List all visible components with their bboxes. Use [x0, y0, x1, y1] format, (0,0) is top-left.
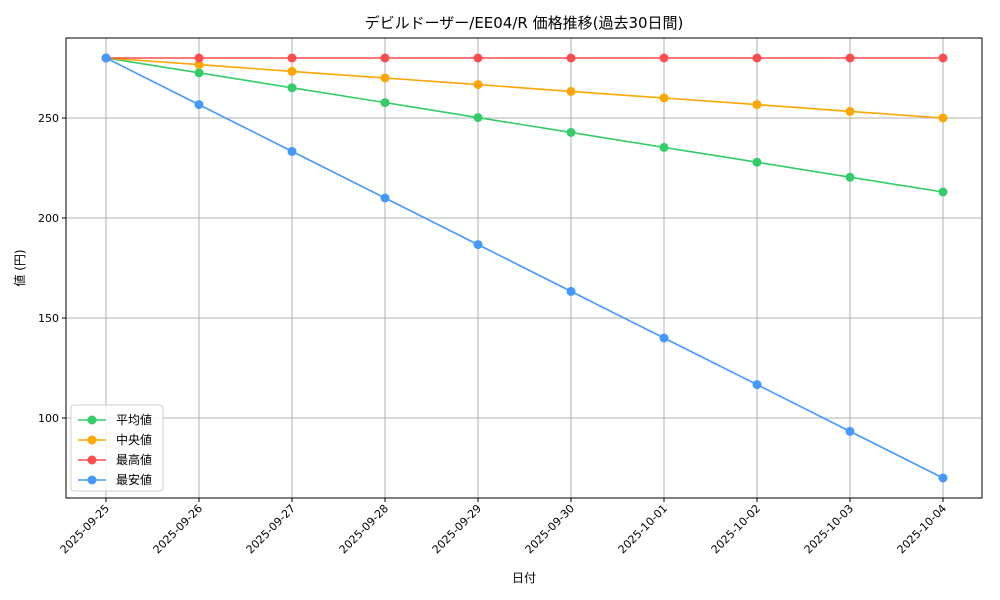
series-line	[105, 57, 944, 479]
data-point	[752, 380, 762, 390]
data-point	[938, 187, 948, 197]
y-tick-label: 250	[38, 112, 59, 125]
data-point	[566, 127, 576, 137]
legend-label: 最安値	[116, 472, 152, 487]
data-point	[287, 146, 297, 156]
y-tick-label: 150	[38, 312, 59, 325]
data-point	[938, 53, 948, 63]
data-point	[659, 142, 669, 152]
legend-label: 最高値	[116, 452, 152, 467]
data-point	[194, 68, 204, 78]
data-point	[845, 426, 855, 436]
data-point	[287, 53, 297, 63]
legend-swatch-marker	[87, 455, 97, 465]
data-point	[473, 240, 483, 250]
data-point	[752, 100, 762, 110]
legend-label: 平均値	[116, 412, 152, 427]
y-axis-title: 値 (円)	[12, 249, 27, 286]
legend-swatch-marker	[87, 415, 97, 425]
data-point	[194, 60, 204, 70]
data-point	[473, 113, 483, 123]
data-point	[194, 100, 204, 110]
data-point	[845, 53, 855, 63]
data-point	[380, 193, 390, 203]
series-line	[105, 57, 944, 193]
data-point	[194, 53, 204, 63]
data-point	[845, 172, 855, 182]
plot-frame	[65, 37, 983, 499]
series-line	[105, 57, 944, 119]
data-point	[101, 53, 111, 63]
data-point	[659, 53, 669, 63]
data-point	[752, 53, 762, 63]
y-tick-label: 100	[38, 412, 59, 425]
data-point	[752, 157, 762, 167]
data-point	[473, 53, 483, 63]
data-point	[845, 106, 855, 116]
legend-swatch-marker	[87, 475, 97, 485]
data-point	[380, 98, 390, 108]
data-point	[380, 53, 390, 63]
data-point	[287, 83, 297, 93]
data-point	[938, 473, 948, 483]
legend-box	[70, 404, 164, 492]
data-point	[659, 93, 669, 103]
chart-title: デビルドーザー/EE04/R 価格推移(過去30日間)	[365, 14, 684, 32]
data-point	[380, 73, 390, 83]
legend-label: 中央値	[116, 432, 152, 447]
data-point	[659, 333, 669, 343]
legend-swatch-marker	[87, 435, 97, 445]
data-point	[473, 80, 483, 90]
data-point	[566, 286, 576, 296]
data-point	[938, 113, 948, 123]
y-tick-label: 200	[38, 212, 59, 225]
series-layer	[101, 53, 948, 483]
data-point	[287, 66, 297, 76]
data-point	[566, 86, 576, 96]
x-axis-title: 日付	[512, 571, 536, 585]
data-point	[566, 53, 576, 63]
